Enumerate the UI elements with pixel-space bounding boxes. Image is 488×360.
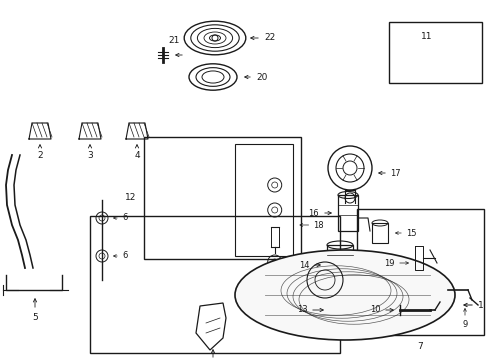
- Bar: [356, 209, 483, 335]
- Bar: [234, 144, 293, 256]
- Text: 14: 14: [299, 261, 309, 270]
- Text: 9: 9: [462, 320, 467, 329]
- Text: 15: 15: [405, 229, 416, 238]
- Text: 20: 20: [256, 72, 267, 81]
- Text: 6: 6: [122, 213, 127, 222]
- Text: 10: 10: [370, 306, 380, 315]
- Text: 17: 17: [389, 168, 400, 177]
- Text: 3: 3: [87, 151, 93, 160]
- Text: 21: 21: [168, 36, 179, 45]
- Text: 7: 7: [417, 342, 423, 351]
- Text: 18: 18: [313, 220, 324, 230]
- Text: 11: 11: [420, 32, 431, 41]
- Text: 6: 6: [122, 252, 127, 261]
- Text: 12: 12: [124, 194, 136, 202]
- Bar: [326, 245, 352, 283]
- Ellipse shape: [235, 250, 454, 340]
- Text: 2: 2: [37, 151, 43, 160]
- Text: 5: 5: [32, 313, 38, 322]
- Bar: [144, 137, 300, 259]
- Text: 4: 4: [134, 151, 140, 160]
- Text: 1: 1: [477, 301, 483, 310]
- Text: 13: 13: [297, 306, 307, 315]
- Text: 16: 16: [308, 208, 318, 217]
- Text: 22: 22: [264, 33, 275, 42]
- Bar: [90, 216, 339, 353]
- Text: 19: 19: [384, 258, 394, 267]
- Bar: [337, 195, 357, 231]
- Bar: [371, 223, 387, 243]
- Bar: [388, 22, 481, 83]
